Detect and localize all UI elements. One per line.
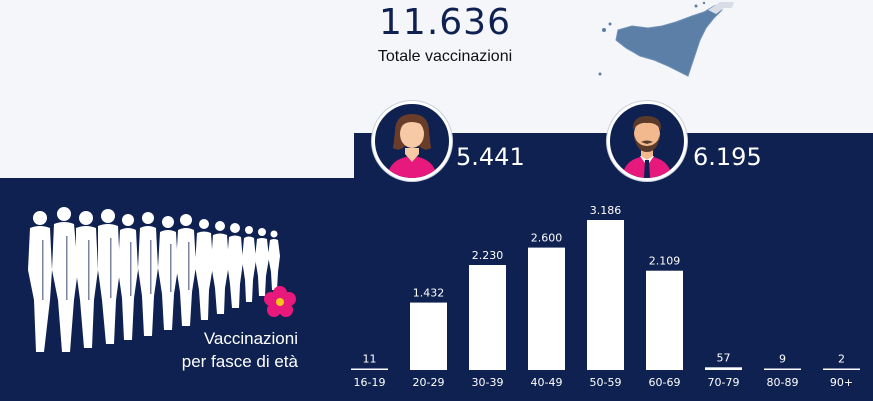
x-tick-label: 70-79 xyxy=(708,376,740,389)
bar-60-69 xyxy=(646,270,683,370)
x-tick-label: 60-69 xyxy=(649,376,681,389)
primrose-flower-icon xyxy=(264,286,296,317)
bar-value-label: 57 xyxy=(717,351,731,364)
sicily-map-icon xyxy=(598,1,734,77)
x-tick-label: 20-29 xyxy=(413,376,445,389)
bar-50-59 xyxy=(587,220,624,370)
bar-value-label: 1.432 xyxy=(413,287,445,300)
bar-80-89 xyxy=(764,368,801,370)
bar-value-label: 3.186 xyxy=(590,204,622,217)
man-avatar-icon xyxy=(607,101,687,181)
bar-value-label: 2 xyxy=(838,353,845,366)
x-tick-label: 16-19 xyxy=(354,376,386,389)
x-tick-label: 90+ xyxy=(830,376,853,389)
male-vaccinations-value: 6.195 xyxy=(693,143,762,171)
total-vaccinations-value: 11.636 xyxy=(379,2,511,43)
total-vaccinations-label: Totale vaccinazioni xyxy=(377,48,513,65)
bar-16-19 xyxy=(351,368,388,370)
bar-30-39 xyxy=(469,265,506,370)
bar-value-label: 2.230 xyxy=(472,249,504,262)
queue-crowd-icon xyxy=(28,207,280,352)
bar-value-label: 2.600 xyxy=(531,232,563,245)
bar-value-label: 9 xyxy=(779,353,786,366)
age-chart-title: Vaccinazioni per fasce di età xyxy=(130,327,298,373)
bar-value-label: 2.109 xyxy=(649,255,681,268)
woman-avatar-icon xyxy=(372,101,452,181)
bar-70-79 xyxy=(705,367,742,370)
female-vaccinations-value: 5.441 xyxy=(456,143,525,171)
bar-value-label: 11 xyxy=(363,353,377,366)
age-chart-title-line1: Vaccinazioni xyxy=(203,329,298,348)
x-tick-label: 30-39 xyxy=(472,376,504,389)
age-bar-chart: 11 16-19 1.432 20-29 2.230 30-39 2.600 40-49 3.1… xyxy=(351,204,860,389)
bar-20-29 xyxy=(410,302,447,370)
bar-40-49 xyxy=(528,247,565,370)
age-chart-title-line2: per fasce di età xyxy=(181,352,298,371)
x-tick-label: 80-89 xyxy=(767,376,799,389)
x-tick-label: 40-49 xyxy=(531,376,563,389)
x-tick-label: 50-59 xyxy=(590,376,622,389)
bar-90+ xyxy=(823,368,860,370)
